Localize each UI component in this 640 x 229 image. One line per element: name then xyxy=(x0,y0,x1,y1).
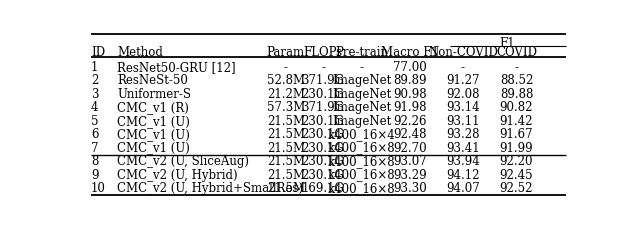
Text: 6: 6 xyxy=(91,128,99,141)
Text: 21.5M: 21.5M xyxy=(267,181,305,194)
Text: 92.70: 92.70 xyxy=(393,141,427,154)
Text: CMC_v2 (U, Hybrid): CMC_v2 (U, Hybrid) xyxy=(117,168,238,181)
Text: 2: 2 xyxy=(91,74,99,87)
Text: -: - xyxy=(461,60,465,74)
Text: Macro F1: Macro F1 xyxy=(381,45,439,58)
Text: COVID: COVID xyxy=(496,45,537,58)
Text: 92.20: 92.20 xyxy=(500,154,533,167)
Text: k400_16×8: k400_16×8 xyxy=(328,154,396,167)
Text: 1: 1 xyxy=(91,60,99,74)
Text: CMC_v2 (U, Hybrid+SmallRes): CMC_v2 (U, Hybrid+SmallRes) xyxy=(117,181,303,194)
Text: k400_16×8: k400_16×8 xyxy=(328,141,396,154)
Text: k400_16×8: k400_16×8 xyxy=(328,168,396,181)
Text: 92.48: 92.48 xyxy=(393,128,427,141)
Text: 77.00: 77.00 xyxy=(393,60,427,74)
Text: 94.12: 94.12 xyxy=(446,168,479,181)
Text: ResNeSt-50: ResNeSt-50 xyxy=(117,74,188,87)
Text: Param: Param xyxy=(267,45,305,58)
Text: -: - xyxy=(360,60,364,74)
Text: 21.5M: 21.5M xyxy=(267,128,305,141)
Text: -: - xyxy=(515,60,518,74)
Text: Pre-train: Pre-train xyxy=(335,45,388,58)
Text: 93.29: 93.29 xyxy=(393,168,427,181)
Text: 90.98: 90.98 xyxy=(393,87,427,100)
Text: ImageNet: ImageNet xyxy=(332,114,391,127)
Text: 89.88: 89.88 xyxy=(500,87,533,100)
Text: ID: ID xyxy=(91,45,105,58)
Text: 92.08: 92.08 xyxy=(446,87,479,100)
Text: 91.98: 91.98 xyxy=(393,101,427,114)
Text: CMC_v2 (U, SliceAug): CMC_v2 (U, SliceAug) xyxy=(117,154,249,167)
Text: 230.1G: 230.1G xyxy=(301,87,344,100)
Text: 3: 3 xyxy=(91,87,99,100)
Text: 21.5M: 21.5M xyxy=(267,141,305,154)
Text: 230.1G: 230.1G xyxy=(301,154,344,167)
Text: 371.9G: 371.9G xyxy=(301,74,344,87)
Text: 21.2M: 21.2M xyxy=(267,87,305,100)
Text: 10: 10 xyxy=(91,181,106,194)
Text: 7: 7 xyxy=(91,141,99,154)
Text: 21.5M: 21.5M xyxy=(267,154,305,167)
Text: 88.52: 88.52 xyxy=(500,74,533,87)
Text: 93.11: 93.11 xyxy=(446,114,479,127)
Text: k400_16×8: k400_16×8 xyxy=(328,181,396,194)
Text: 93.41: 93.41 xyxy=(446,141,480,154)
Text: Uniformer-S: Uniformer-S xyxy=(117,87,191,100)
Text: ResNet50-GRU [12]: ResNet50-GRU [12] xyxy=(117,60,236,74)
Text: CMC_v1 (R): CMC_v1 (R) xyxy=(117,101,189,114)
Text: 92.26: 92.26 xyxy=(393,114,427,127)
Text: 93.07: 93.07 xyxy=(393,154,427,167)
Text: 94.07: 94.07 xyxy=(446,181,480,194)
Text: 91.99: 91.99 xyxy=(500,141,533,154)
Text: k400_16×4: k400_16×4 xyxy=(328,128,396,141)
Text: 169.1G: 169.1G xyxy=(301,181,344,194)
Text: 21.5M: 21.5M xyxy=(267,168,305,181)
Text: Non-COVID: Non-COVID xyxy=(428,45,498,58)
Text: 4: 4 xyxy=(91,101,99,114)
Text: CMC_v1 (U): CMC_v1 (U) xyxy=(117,114,190,127)
Text: 92.45: 92.45 xyxy=(500,168,533,181)
Text: CMC_v1 (U): CMC_v1 (U) xyxy=(117,141,190,154)
Text: -: - xyxy=(284,60,288,74)
Text: 91.67: 91.67 xyxy=(500,128,533,141)
Text: 93.94: 93.94 xyxy=(446,154,480,167)
Text: 230.1G: 230.1G xyxy=(301,168,344,181)
Text: 93.30: 93.30 xyxy=(393,181,427,194)
Text: 57.3M: 57.3M xyxy=(267,101,305,114)
Text: 21.5M: 21.5M xyxy=(267,114,305,127)
Text: 5: 5 xyxy=(91,114,99,127)
Text: -: - xyxy=(321,60,325,74)
Text: 91.42: 91.42 xyxy=(500,114,533,127)
Text: 9: 9 xyxy=(91,168,99,181)
Text: 93.14: 93.14 xyxy=(446,101,480,114)
Text: ImageNet: ImageNet xyxy=(332,87,391,100)
Text: 371.9G: 371.9G xyxy=(301,101,344,114)
Text: 92.52: 92.52 xyxy=(500,181,533,194)
Text: F1: F1 xyxy=(500,37,515,50)
Text: 89.89: 89.89 xyxy=(393,74,427,87)
Text: ImageNet: ImageNet xyxy=(332,101,391,114)
Text: 230.1G: 230.1G xyxy=(301,114,344,127)
Text: FLOPs: FLOPs xyxy=(303,45,342,58)
Text: 8: 8 xyxy=(91,154,99,167)
Text: 230.1G: 230.1G xyxy=(301,128,344,141)
Text: 52.8M: 52.8M xyxy=(267,74,305,87)
Text: CMC_v1 (U): CMC_v1 (U) xyxy=(117,128,190,141)
Text: 90.82: 90.82 xyxy=(500,101,533,114)
Text: Method: Method xyxy=(117,45,163,58)
Text: 93.28: 93.28 xyxy=(446,128,479,141)
Text: ImageNet: ImageNet xyxy=(332,74,391,87)
Text: 230.1G: 230.1G xyxy=(301,141,344,154)
Text: 91.27: 91.27 xyxy=(446,74,479,87)
